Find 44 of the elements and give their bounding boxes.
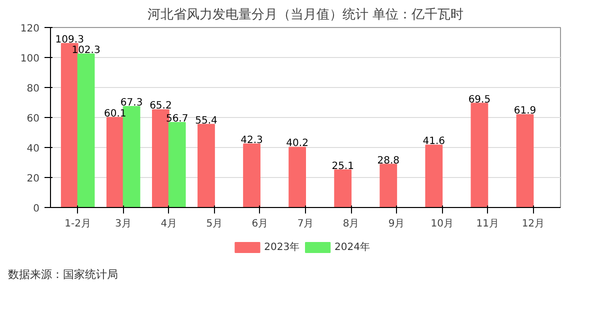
data-label: 40.2 <box>286 138 308 150</box>
x-tick-label: 4月 <box>160 218 178 230</box>
bar <box>198 124 215 208</box>
x-tick-label: 5月 <box>206 218 223 230</box>
y-tick-label: 20 <box>26 174 40 184</box>
y-tick-label: 120 <box>20 24 40 34</box>
data-label: 67.3 <box>120 98 143 109</box>
bar <box>77 54 95 208</box>
data-label: 28.8 <box>377 155 400 166</box>
bar <box>288 146 306 208</box>
bar <box>168 122 186 208</box>
bar <box>425 144 443 208</box>
data-label: 109.3 <box>55 34 84 46</box>
bar <box>334 169 352 208</box>
x-tick-label: 10月 <box>430 218 454 230</box>
data-label: 69.5 <box>468 94 491 106</box>
x-tick-label: 11月 <box>476 218 500 230</box>
x-tick-label: 8月 <box>342 218 360 230</box>
x-tick-label: 12月 <box>522 218 545 230</box>
data-label: 42.3 <box>240 135 263 146</box>
chart-title: 河北省风力发电量分月（当月值）统计 单位：亿千瓦时 <box>147 8 464 22</box>
legend-label: 2024年 <box>334 241 370 253</box>
source-note: 数据来源：国家统计局 <box>8 267 118 283</box>
bar <box>380 164 398 208</box>
y-tick-label: 40 <box>26 144 40 154</box>
y-tick-label: 0 <box>33 204 40 214</box>
bar <box>470 102 488 208</box>
data-label: 61.9 <box>514 106 536 117</box>
data-label: 55.4 <box>195 115 218 126</box>
data-label: 41.6 <box>422 136 446 148</box>
y-tick-label: 100 <box>20 54 40 64</box>
legend-label: 2023年 <box>264 241 300 253</box>
bar <box>516 114 534 208</box>
x-tick-label: 9月 <box>388 218 405 230</box>
data-label: 65.2 <box>150 100 172 112</box>
y-tick-label: 60 <box>26 114 40 124</box>
y-tick-label: 80 <box>26 84 40 94</box>
bar <box>106 116 124 208</box>
data-label: 25.1 <box>332 160 354 172</box>
x-tick-label: 1-2月 <box>64 218 91 230</box>
x-tick-label: 7月 <box>297 218 314 230</box>
bar <box>243 144 260 208</box>
x-tick-label: 3月 <box>115 218 132 230</box>
x-tick-label: 6月 <box>252 218 268 230</box>
